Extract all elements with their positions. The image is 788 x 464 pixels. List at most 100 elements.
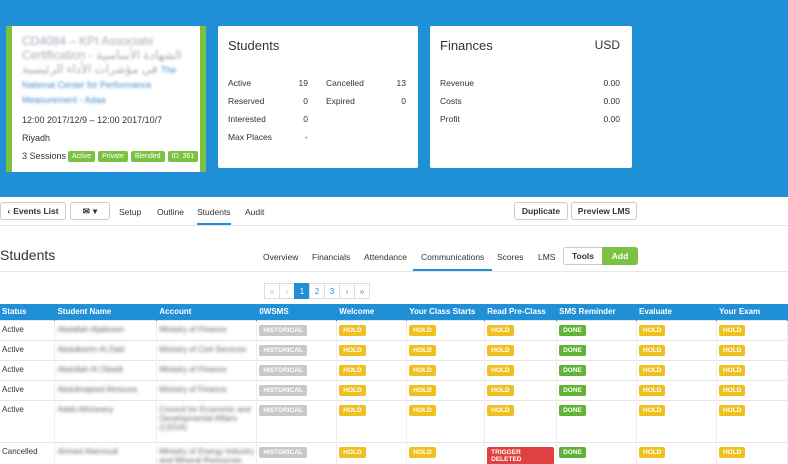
communication-status-badge[interactable]: HOLD — [718, 324, 746, 336]
col-0wsms[interactable]: 0WSMS — [256, 304, 338, 320]
col-sms-reminder[interactable]: SMS Reminder — [556, 304, 638, 320]
col-your-class-starts[interactable]: Your Class Starts — [406, 304, 486, 320]
duplicate-button[interactable]: Duplicate — [514, 202, 568, 220]
communication-status-badge[interactable]: HOLD — [409, 446, 436, 458]
communication-status-badge[interactable]: HISTORICAL — [259, 344, 307, 356]
subtab-attendance[interactable]: Attendance — [364, 252, 408, 262]
page-last-button[interactable]: » — [354, 283, 370, 299]
page-next-button[interactable]: › — [339, 283, 355, 299]
account-cell: Ministry of Finance — [159, 324, 227, 334]
communication-status-badge[interactable]: DONE — [559, 384, 586, 396]
student-name-link[interactable]: Abdallah Aljabreen — [57, 324, 125, 334]
communication-status-badge[interactable]: HOLD — [487, 384, 514, 396]
student-name-link[interactable]: Abdulmajeed Almousa — [57, 384, 138, 394]
table-row[interactable]: Cancelled Ahmed Alamoudi Ministry of Energ… — [0, 441, 788, 464]
communication-status-badge[interactable]: DONE — [559, 324, 586, 336]
communication-status-badge[interactable]: HOLD — [409, 344, 436, 356]
col-evaluate[interactable]: Evaluate — [636, 304, 717, 320]
communication-status-badge[interactable]: HOLD — [339, 446, 366, 458]
communication-status-badge[interactable]: HOLD — [409, 404, 436, 416]
communication-status-badge[interactable]: HOLD — [339, 344, 366, 356]
communication-status-badge[interactable]: HOLD — [639, 404, 666, 416]
communication-status-badge[interactable]: HOLD — [718, 364, 746, 376]
status-cell: Active — [2, 384, 24, 394]
communication-status-badge[interactable]: HOLD — [487, 324, 514, 336]
communication-status-badge[interactable]: HOLD — [718, 446, 746, 458]
preview-lms-button[interactable]: Preview LMS — [571, 202, 637, 220]
event-organization[interactable]: The National Center for Performance Meas… — [22, 65, 177, 105]
communication-status-badge[interactable]: HOLD — [718, 384, 746, 396]
communication-status-badge[interactable]: DONE — [559, 446, 586, 458]
communication-status-badge[interactable]: HOLD — [639, 384, 666, 396]
subtab-scores[interactable]: Scores — [497, 252, 524, 262]
col-status[interactable]: Status — [0, 304, 56, 320]
communication-status-badge[interactable]: HOLD — [487, 404, 514, 416]
communication-status-badge[interactable]: HOLD — [639, 324, 666, 336]
communication-status-badge[interactable]: HOLD — [487, 344, 514, 356]
col-your-exam[interactable]: Your Exam — [716, 304, 788, 320]
student-name-link[interactable]: Ahmed Alamoudi — [57, 446, 118, 456]
subtab-overview[interactable]: Overview — [263, 252, 299, 262]
col-read-pre-class[interactable]: Read Pre-Class — [484, 304, 558, 320]
col-welcome[interactable]: Welcome — [336, 304, 408, 320]
badge-private: Private — [98, 151, 128, 162]
page-3-button[interactable]: 3 — [324, 283, 340, 299]
table-row[interactable]: Active Adeb Alhmeany Council for Economic … — [0, 399, 788, 442]
page-1-button[interactable]: 1 — [294, 283, 310, 299]
stat-profit: Profit 0.00 — [440, 114, 620, 124]
events-list-button[interactable]: ‹ Events List — [0, 202, 66, 220]
subtab-communications[interactable]: Communications — [413, 252, 493, 271]
communication-status-badge[interactable]: HOLD — [639, 344, 666, 356]
account-cell: Ministry of Finance — [159, 384, 227, 394]
tab-audit[interactable]: Audit — [245, 207, 265, 217]
communication-status-badge[interactable]: HOLD — [718, 344, 746, 356]
table-row[interactable]: Active Abdallah Aljabreen Ministry of Fina… — [0, 319, 788, 340]
communication-status-badge[interactable]: HOLD — [409, 364, 436, 376]
table-row[interactable]: Active Abdullah Al Obaidi Ministry of Fina… — [0, 359, 788, 380]
col-student-name[interactable]: Student Name — [54, 304, 158, 320]
page-2-button[interactable]: 2 — [309, 283, 325, 299]
email-dropdown-button[interactable]: ✉ ▾ — [70, 202, 110, 220]
tools-button[interactable]: Tools — [563, 247, 603, 265]
page-prev-button[interactable]: ‹ — [279, 283, 295, 299]
communication-status-badge[interactable]: HOLD — [409, 384, 436, 396]
communication-status-badge[interactable]: DONE — [559, 364, 586, 376]
add-button[interactable]: Add — [602, 247, 638, 265]
communication-status-badge[interactable]: HOLD — [339, 324, 366, 336]
communication-status-badge[interactable]: HISTORICAL — [259, 364, 307, 376]
communication-status-badge[interactable]: HISTORICAL — [259, 446, 307, 458]
col-account[interactable]: Account — [156, 304, 258, 320]
account-cell: Ministry of Civil Services — [159, 344, 247, 354]
table-row[interactable]: Active Abdulmajeed Almousa Ministry of Fin… — [0, 379, 788, 400]
badge-active: Active — [68, 151, 96, 162]
student-name-link[interactable]: Adeb Alhmeany — [57, 404, 114, 414]
communication-status-badge[interactable]: DONE — [559, 344, 586, 356]
page-first-button[interactable]: « — [264, 283, 280, 299]
tab-students[interactable]: Students — [197, 207, 231, 225]
communication-status-badge[interactable]: HOLD — [487, 364, 514, 376]
tab-outline[interactable]: Outline — [157, 207, 184, 217]
students-summary-panel: Students Active 19 Reserved 0 Interested 0 … — [218, 26, 418, 168]
communication-status-badge[interactable]: HISTORICAL — [259, 384, 307, 396]
communication-status-badge[interactable]: HOLD — [639, 446, 666, 458]
communication-status-badge[interactable]: HOLD — [339, 404, 366, 416]
stat-max-places: Max Places - — [228, 132, 308, 142]
subtab-financials[interactable]: Financials — [312, 252, 351, 262]
stat-active: Active 19 — [228, 78, 308, 88]
communication-status-badge[interactable]: HOLD — [718, 404, 746, 416]
communication-status-badge[interactable]: HOLD — [639, 364, 666, 376]
communication-status-badge[interactable]: DONE — [559, 404, 586, 416]
table-row[interactable]: Active Abdulkarim Al Zaid Ministry of Civi… — [0, 339, 788, 360]
communication-status-badge[interactable]: HOLD — [339, 364, 366, 376]
communication-status-badge[interactable]: TRIGGER DELETED — [487, 446, 555, 464]
communication-status-badge[interactable]: HISTORICAL — [259, 404, 307, 416]
communication-status-badge[interactable]: HOLD — [339, 384, 366, 396]
subtab-lms[interactable]: LMS — [538, 252, 556, 262]
tab-setup[interactable]: Setup — [119, 207, 142, 217]
stat-revenue: Revenue 0.00 — [440, 78, 620, 88]
student-name-link[interactable]: Abdullah Al Obaidi — [57, 364, 123, 374]
status-cell: Active — [2, 404, 24, 414]
student-name-link[interactable]: Abdulkarim Al Zaid — [57, 344, 125, 354]
communication-status-badge[interactable]: HOLD — [409, 324, 436, 336]
communication-status-badge[interactable]: HISTORICAL — [259, 324, 307, 336]
